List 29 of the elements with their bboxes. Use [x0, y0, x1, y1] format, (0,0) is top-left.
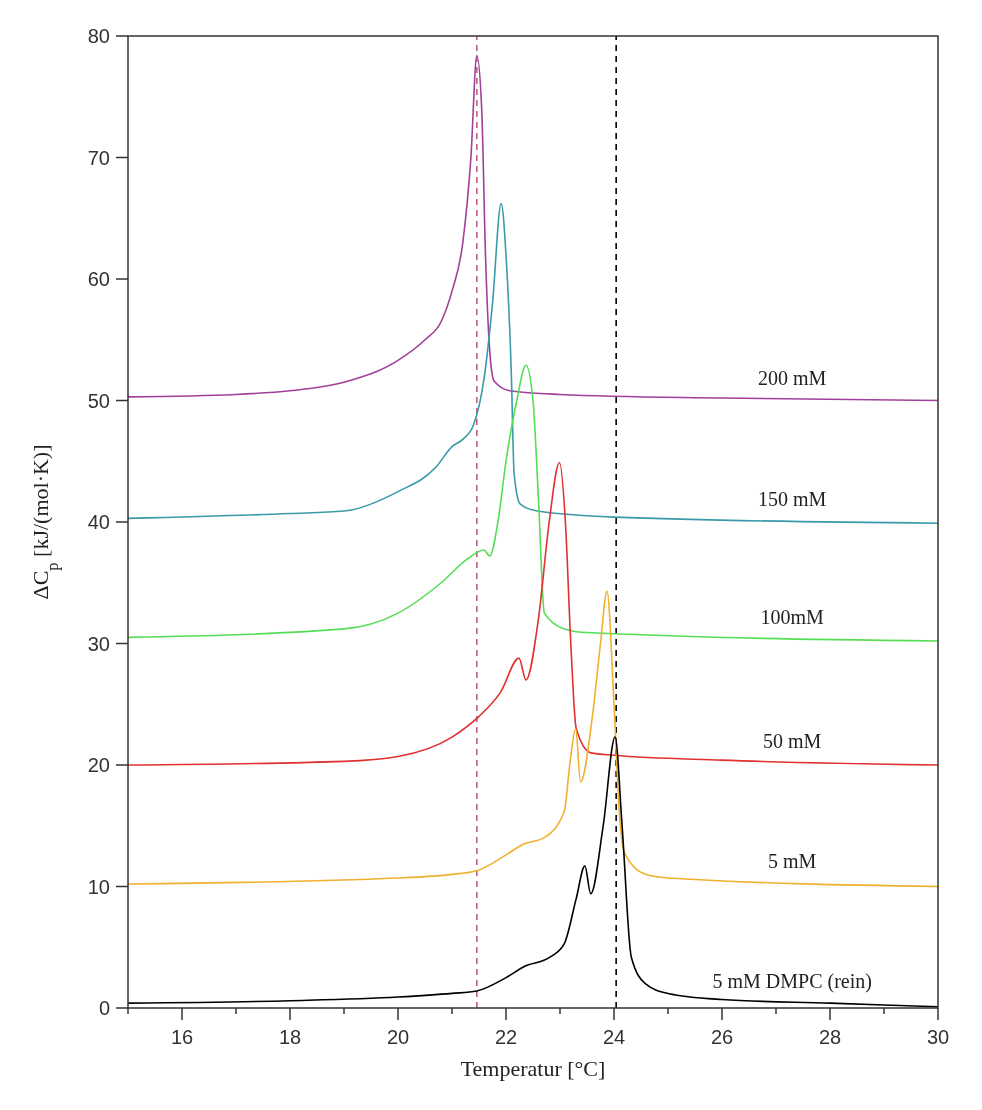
y-tick-label: 40	[87, 511, 110, 533]
x-axis-title: Temperatur [°C]	[460, 1056, 606, 1081]
series-label: 100mM	[760, 605, 825, 628]
line-series	[127, 590, 939, 888]
y-tick-label: 0	[98, 997, 110, 1019]
x-tick-label: 20	[386, 1026, 410, 1048]
x-tick-label: 30	[926, 1026, 950, 1048]
x-tick-label: 24	[602, 1026, 626, 1048]
y-tick-label: 70	[87, 146, 110, 169]
y-tick-label: 30	[87, 632, 110, 655]
x-tick-label: 22	[494, 1026, 518, 1048]
series-label: 50 mM	[763, 729, 822, 752]
line-series	[127, 364, 939, 642]
line-series	[127, 202, 939, 525]
series-label: 5 mM DMPC (rein)	[712, 969, 872, 993]
y-tick-label: 20	[87, 754, 110, 776]
y-tick-label: 10	[87, 875, 110, 898]
x-tick-label: 26	[710, 1026, 734, 1048]
x-tick-label: 16	[170, 1026, 194, 1048]
line-series	[127, 461, 939, 766]
y-tick-label: 50	[87, 389, 110, 412]
x-tick-label: 18	[278, 1026, 302, 1048]
series-label: 150 mM	[758, 488, 827, 511]
line-series	[127, 54, 939, 402]
y-tick-label: 60	[87, 268, 110, 290]
y-tick-label: 80	[87, 25, 110, 47]
series-label: 5 mM	[768, 849, 817, 872]
series-label: 200 mM	[758, 366, 827, 389]
x-tick-label: 28	[818, 1026, 842, 1048]
